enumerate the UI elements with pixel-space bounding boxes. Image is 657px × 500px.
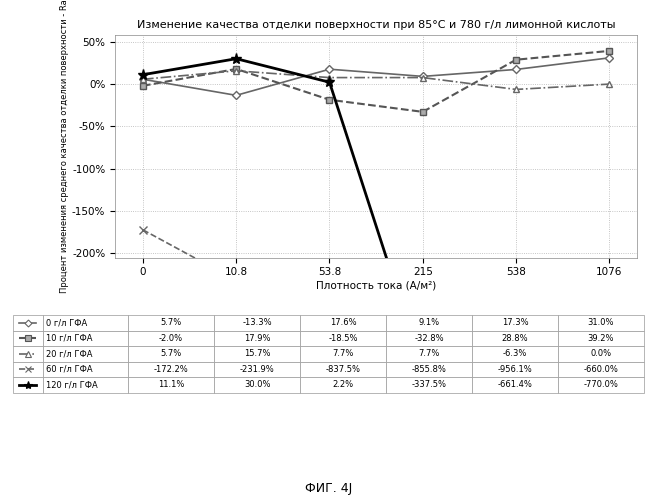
Text: -32.8%: -32.8% <box>414 334 443 343</box>
Text: 7.7%: 7.7% <box>419 349 440 358</box>
Bar <box>43 315 128 330</box>
Text: -770.0%: -770.0% <box>583 380 618 389</box>
Bar <box>300 362 386 377</box>
Bar <box>43 362 128 377</box>
Text: 20 г/л ГФА: 20 г/л ГФА <box>46 349 93 358</box>
Bar <box>386 377 472 392</box>
Bar <box>300 377 386 392</box>
Text: ФИГ. 4J: ФИГ. 4J <box>305 482 352 495</box>
Bar <box>558 362 644 377</box>
Bar <box>472 377 558 392</box>
Text: 10 г/л ГФА: 10 г/л ГФА <box>46 334 93 343</box>
Bar <box>558 346 644 362</box>
Text: 15.7%: 15.7% <box>244 349 270 358</box>
Text: 60 г/л ГФА: 60 г/л ГФА <box>46 365 93 374</box>
Text: 31.0%: 31.0% <box>587 318 614 327</box>
Text: 28.8%: 28.8% <box>501 334 528 343</box>
Text: 0.0%: 0.0% <box>591 349 612 358</box>
Bar <box>472 330 558 346</box>
Text: 17.6%: 17.6% <box>330 318 356 327</box>
Text: 2.2%: 2.2% <box>332 380 353 389</box>
Bar <box>43 377 128 392</box>
Text: -855.8%: -855.8% <box>411 365 446 374</box>
Text: 0 г/л ГФА: 0 г/л ГФА <box>46 318 87 327</box>
Bar <box>386 362 472 377</box>
Bar <box>128 362 214 377</box>
Text: -660.0%: -660.0% <box>583 365 618 374</box>
Bar <box>472 315 558 330</box>
Text: -13.3%: -13.3% <box>242 318 272 327</box>
Bar <box>13 362 43 377</box>
Text: 5.7%: 5.7% <box>160 318 182 327</box>
Text: 120 г/л ГФА: 120 г/л ГФА <box>46 380 98 389</box>
Bar <box>214 346 300 362</box>
Bar <box>558 315 644 330</box>
Bar <box>43 346 128 362</box>
Bar <box>13 315 43 330</box>
Bar <box>300 330 386 346</box>
Bar <box>386 330 472 346</box>
Text: 17.3%: 17.3% <box>501 318 528 327</box>
Bar <box>386 315 472 330</box>
Text: -231.9%: -231.9% <box>240 365 275 374</box>
Text: 7.7%: 7.7% <box>332 349 353 358</box>
Bar <box>128 377 214 392</box>
Text: -956.1%: -956.1% <box>497 365 532 374</box>
Text: -837.5%: -837.5% <box>325 365 361 374</box>
Bar <box>214 330 300 346</box>
Text: 17.9%: 17.9% <box>244 334 270 343</box>
Bar <box>558 377 644 392</box>
Text: -2.0%: -2.0% <box>159 334 183 343</box>
Bar <box>128 346 214 362</box>
Text: -337.5%: -337.5% <box>411 380 447 389</box>
Bar <box>13 346 43 362</box>
Text: -6.3%: -6.3% <box>503 349 527 358</box>
Text: 11.1%: 11.1% <box>158 380 184 389</box>
Bar <box>214 362 300 377</box>
Text: -18.5%: -18.5% <box>328 334 358 343</box>
Bar <box>472 362 558 377</box>
Y-axis label: Процент изменения среднего качества отделки поверхности - Ra: Процент изменения среднего качества отде… <box>60 0 69 293</box>
Bar <box>300 346 386 362</box>
Text: 39.2%: 39.2% <box>587 334 614 343</box>
Text: 9.1%: 9.1% <box>419 318 440 327</box>
Text: 5.7%: 5.7% <box>160 349 182 358</box>
Bar <box>128 330 214 346</box>
Text: -172.2%: -172.2% <box>154 365 189 374</box>
Text: -661.4%: -661.4% <box>497 380 532 389</box>
Bar <box>300 315 386 330</box>
Bar <box>558 330 644 346</box>
Bar <box>43 330 128 346</box>
X-axis label: Плотность тока (А/м²): Плотность тока (А/м²) <box>316 280 436 290</box>
Bar <box>386 346 472 362</box>
Bar <box>214 315 300 330</box>
Bar <box>128 315 214 330</box>
Bar <box>214 377 300 392</box>
Bar <box>472 346 558 362</box>
Text: 30.0%: 30.0% <box>244 380 270 389</box>
Bar <box>13 377 43 392</box>
Title: Изменение качества отделки поверхности при 85°С и 780 г/л лимонной кислоты: Изменение качества отделки поверхности п… <box>137 20 616 30</box>
Bar <box>13 330 43 346</box>
